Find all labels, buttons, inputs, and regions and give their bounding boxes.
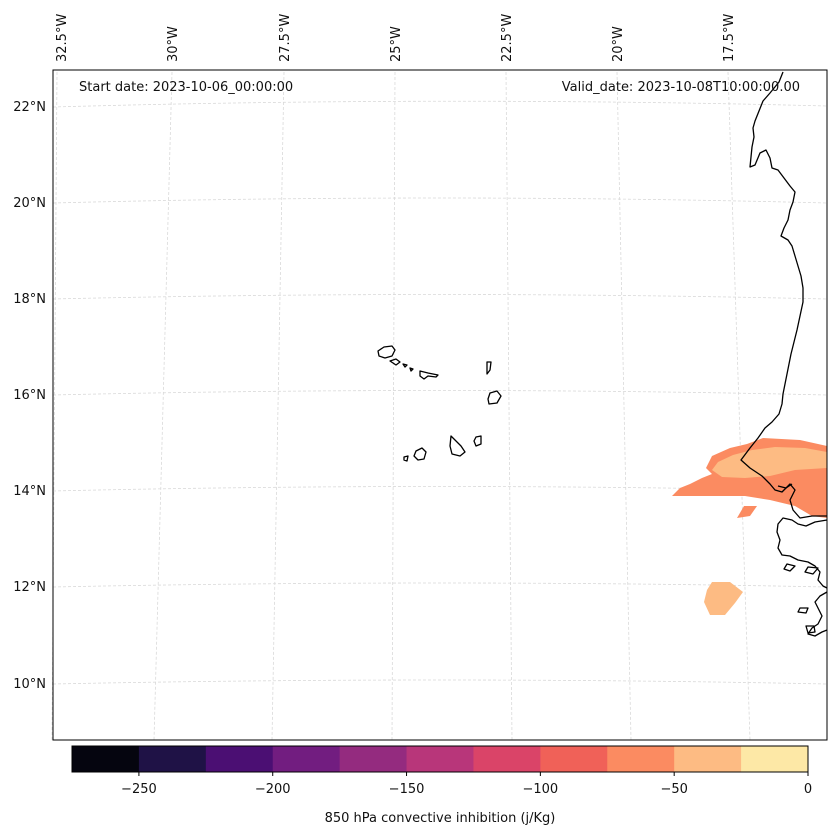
island-sao-vicente [389, 358, 401, 366]
lat-label: 10°N [13, 677, 46, 692]
colorbar-ticks: −250 −200 −150 −100 −50 0 [121, 772, 812, 797]
colorbar-title: 850 hPa convective inhibition (j/Kg) [325, 811, 556, 826]
bijagos-1 [783, 563, 796, 572]
graticule [51, 71, 828, 741]
lat-label: 22°N [13, 100, 46, 115]
colorbar-tick-label: −50 [660, 782, 687, 797]
lon-label: 30°W [166, 26, 181, 62]
latitude-labels: 22°N 20°N 18°N 16°N 14°N 12°N 10°N [13, 100, 46, 692]
colorbar-swatch [674, 746, 742, 772]
island-santo-antao [377, 345, 396, 359]
colorbar-tick-label: −200 [255, 782, 291, 797]
guinea-bissau-coast [776, 517, 828, 589]
lat-label: 16°N [13, 388, 46, 403]
colorbar-tick-label: −100 [523, 782, 559, 797]
island-maio [473, 435, 482, 447]
bijagos-3 [797, 607, 809, 614]
colorbar-swatch [138, 746, 207, 772]
longitude-labels: 32.5°W 30°W 27.5°W 25°W 22.5°W 20°W 17.5… [55, 14, 737, 62]
guinea-coast [807, 591, 828, 637]
cin-region-strip [737, 506, 757, 518]
island-sal [486, 361, 492, 375]
cin-region-light [712, 447, 827, 478]
colorbar-swatch [406, 746, 474, 772]
bijagos-2 [804, 566, 819, 575]
lon-label: 27.5°W [278, 14, 293, 62]
guinea-island [805, 625, 816, 634]
lon-label: 20°W [611, 26, 626, 62]
cape-verde-islands [377, 345, 502, 462]
lon-label: 22.5°W [500, 14, 515, 62]
island-santa-luzia [402, 363, 408, 368]
colorbar-swatch [540, 746, 608, 772]
start-date-label: Start date: 2023-10-06_00:00:00 [79, 80, 293, 95]
island-boa-vista [487, 390, 502, 405]
lon-label: 25°W [389, 26, 404, 62]
lat-label: 18°N [13, 292, 46, 307]
lat-label: 14°N [13, 484, 46, 499]
colorbar-swatches [72, 746, 809, 772]
colorbar-swatch [473, 746, 541, 772]
island-santiago [449, 435, 466, 457]
island-brava [403, 455, 409, 462]
colorbar: −250 −200 −150 −100 −50 0 850 hPa convec… [71, 745, 812, 826]
lat-label: 20°N [13, 196, 46, 211]
lon-label: 17.5°W [722, 14, 737, 62]
colorbar-swatch [205, 746, 274, 772]
lon-label: 32.5°W [55, 14, 70, 62]
colorbar-tick-label: −150 [389, 782, 425, 797]
africa-coast [740, 71, 827, 519]
cin-field [672, 438, 827, 615]
island-sao-nicolau [419, 370, 439, 380]
valid-date-label: Valid_date: 2023-10-08T10:00:00.00 [562, 80, 800, 95]
colorbar-swatch [607, 746, 675, 772]
gambia-river [777, 483, 793, 489]
colorbar-swatch [741, 746, 809, 772]
island-fogo [413, 447, 427, 461]
island-raso [409, 367, 414, 372]
colorbar-frame [71, 745, 809, 773]
colorbar-swatch [72, 746, 140, 772]
colorbar-tick-label: −250 [121, 782, 157, 797]
cin-region-blob [704, 582, 743, 615]
map-frame [52, 69, 828, 741]
lat-label: 12°N [13, 580, 46, 595]
coastline [740, 71, 828, 637]
colorbar-swatch [272, 746, 341, 772]
colorbar-tick-label: 0 [804, 782, 812, 797]
colorbar-swatch [339, 746, 408, 772]
